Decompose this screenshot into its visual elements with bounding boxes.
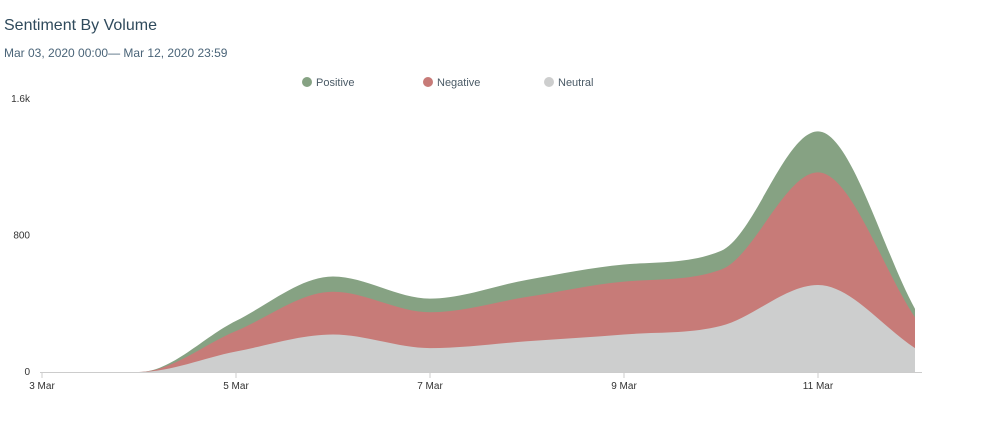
area-neutral	[42, 284, 915, 372]
legend-label: Neutral	[558, 77, 593, 89]
legend-label: Positive	[316, 77, 355, 89]
legend: Positive Negative Neutral	[302, 77, 593, 89]
x-tick-label: 5 Mar	[223, 381, 249, 392]
y-tick-label: 1.6k	[11, 94, 31, 105]
x-tick-label: 7 Mar	[417, 381, 443, 392]
area-negative	[42, 172, 915, 372]
x-tick-label: 3 Mar	[29, 381, 55, 392]
legend-label: Negative	[437, 77, 480, 89]
legend-marker-neutral	[544, 77, 554, 87]
legend-marker-positive	[302, 77, 312, 87]
y-tick-label: 800	[13, 231, 30, 242]
legend-item-positive[interactable]: Positive	[302, 77, 355, 89]
date-range-subtitle: Mar 03, 2020 00:00— Mar 12, 2020 23:59	[4, 46, 228, 60]
chart-title: Sentiment By Volume	[4, 17, 157, 34]
x-tick-label: 11 Mar	[803, 381, 834, 392]
axis-ticks: 0 800 1.6k 3 Mar 5 Mar 7 Mar 9 Mar 11 Mar	[11, 94, 834, 392]
x-tick-label: 9 Mar	[611, 381, 637, 392]
y-tick-label: 0	[24, 367, 30, 378]
legend-item-negative[interactable]: Negative	[423, 77, 480, 89]
area-layers	[42, 131, 915, 372]
legend-marker-negative	[423, 77, 433, 87]
legend-item-neutral[interactable]: Neutral	[544, 77, 593, 89]
